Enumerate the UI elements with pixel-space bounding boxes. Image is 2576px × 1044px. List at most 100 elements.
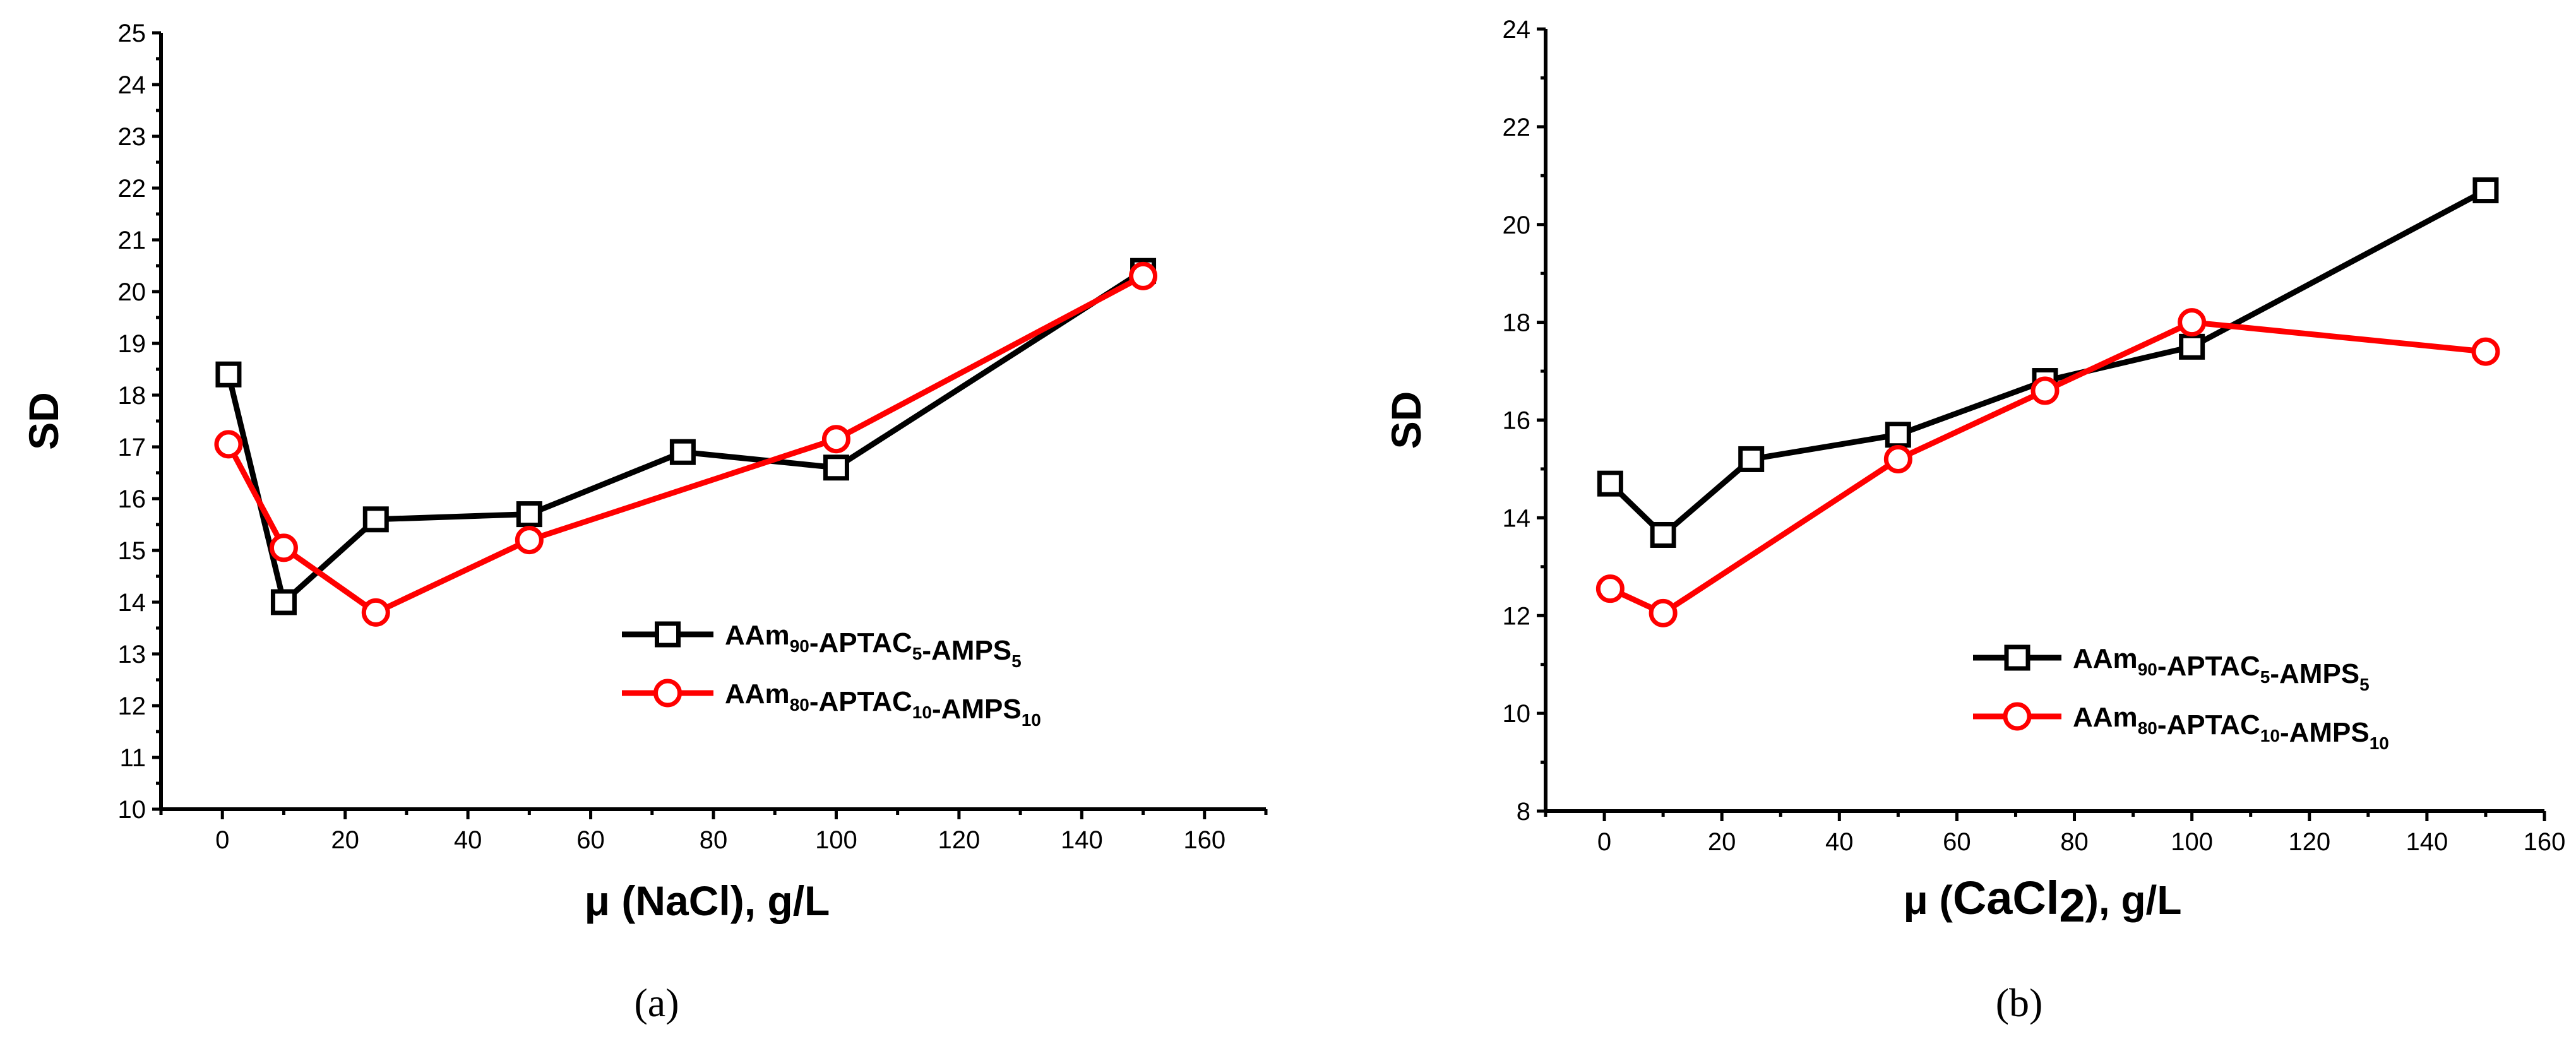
series-1-point <box>2179 333 2205 360</box>
y-tick-label: 21 <box>118 227 146 254</box>
legend-marker-circle <box>2003 702 2032 731</box>
legend-label-part: -AMPS <box>2280 717 2370 748</box>
x-tick-label: 80 <box>700 826 728 854</box>
series-1-point <box>823 454 849 481</box>
series-1-point <box>669 439 696 465</box>
y-tick-label: 24 <box>118 71 146 99</box>
x-tick-label: 160 <box>2524 828 2566 856</box>
series-1-point <box>1597 470 1623 497</box>
legend-label-sub: 90 <box>790 636 809 656</box>
x-axis-title-sub: 2 <box>2059 879 2085 932</box>
series-1-point <box>1650 521 1676 548</box>
legend-label-sub: 10 <box>2260 726 2280 745</box>
legend-label-part: -APTAC <box>809 627 912 658</box>
y-tick-label: 24 <box>1503 16 1531 44</box>
series-1-point <box>215 361 242 388</box>
x-axis-title: μ (CaCl2), g/L <box>1904 872 2182 932</box>
legend-label-part: -AMPS <box>2270 658 2359 689</box>
legend-label: AAm80-APTAC10-AMPS10 <box>725 679 1041 730</box>
series-line-1 <box>225 268 1145 605</box>
legend-label-sub: 5 <box>1011 651 1022 671</box>
y-tick-label: 18 <box>118 382 146 410</box>
y-tick-label: 10 <box>1503 700 1531 728</box>
series-2-point <box>1129 261 1158 290</box>
x-axis-title-part: μ ( <box>1904 877 1953 923</box>
y-tick-label: 23 <box>118 123 146 151</box>
y-tick-label: 14 <box>118 589 146 617</box>
legend-label-sub: 80 <box>2138 718 2157 738</box>
x-tick-label: 100 <box>2171 828 2213 856</box>
series-2-point <box>821 425 850 454</box>
y-tick-label: 18 <box>1503 309 1531 337</box>
y-tick-label: 12 <box>1503 602 1531 630</box>
y-tick-label: 25 <box>118 20 146 47</box>
x-tick-label: 20 <box>1708 828 1736 856</box>
y-tick-label: 13 <box>118 641 146 668</box>
series-2-point <box>2178 308 2207 337</box>
series-1-point <box>362 506 389 533</box>
x-axis-title: μ (NaCl), g/L <box>585 877 830 924</box>
legend-label-sub: 5 <box>2359 675 2370 694</box>
x-tick-label: 60 <box>576 826 605 854</box>
legend-label-part: AAm <box>725 679 790 709</box>
x-tick-label: 0 <box>215 826 229 854</box>
legend-marker-square <box>2004 644 2030 671</box>
x-tick-label: 40 <box>454 826 482 854</box>
legend-label-sub: 5 <box>2260 667 2270 687</box>
legend-label-sub: 10 <box>1022 710 1041 730</box>
legend-label-part: -APTAC <box>809 686 912 717</box>
legend-label: AAm90-APTAC5-AMPS5 <box>725 620 1022 671</box>
series-1-point <box>270 589 297 615</box>
x-axis-title-part: ), g/L <box>2085 877 2182 923</box>
y-tick-label: 12 <box>118 692 146 720</box>
legend-label-part: -AMPS <box>932 694 1022 725</box>
legend-label-part: AAm <box>2073 702 2138 733</box>
legend-label-part: -APTAC <box>2157 709 2260 740</box>
x-tick-label: 0 <box>1597 828 1611 856</box>
y-axis-title: SD <box>1383 391 1429 449</box>
x-tick-label: 100 <box>815 826 857 854</box>
legend-label-sub: 10 <box>912 703 932 722</box>
y-tick-label: 22 <box>118 175 146 203</box>
y-axis-title: SD <box>20 392 67 450</box>
legend-label-sub: 10 <box>2370 733 2389 753</box>
series-2-point <box>1649 598 1678 627</box>
series-1-point <box>1738 446 1765 472</box>
legend-marker-circle <box>653 679 682 708</box>
y-tick-label: 22 <box>1503 114 1531 141</box>
legend-label-sub: 90 <box>2138 660 2157 679</box>
y-tick-label: 14 <box>1503 504 1531 532</box>
y-tick-label: 19 <box>118 330 146 358</box>
panel-label: (a) <box>634 980 679 1025</box>
series-2-point <box>2030 376 2060 405</box>
x-tick-label: 60 <box>1943 828 1971 856</box>
series-1-point <box>1885 422 1911 448</box>
x-tick-label: 120 <box>938 826 981 854</box>
x-axis-title-part: CaCl <box>1953 872 2060 924</box>
series-2-point <box>1595 574 1625 603</box>
legend-label-part: -APTAC <box>2157 651 2260 682</box>
legend-label-part: AAm <box>725 620 790 651</box>
series-line-2 <box>225 273 1145 615</box>
series-1-point <box>516 501 542 528</box>
y-tick-label: 17 <box>118 434 146 461</box>
legend-label-part: AAm <box>2073 643 2138 674</box>
y-tick-label: 20 <box>118 278 146 306</box>
y-tick-label: 10 <box>118 796 146 824</box>
chart-panel-b: 8 10 12 14 16 18 20 22 24 0 20 40 60 80 100 120 140 160 SD… <box>1383 16 2565 1025</box>
x-tick-label: 140 <box>2406 828 2448 856</box>
x-tick-label: 140 <box>1061 826 1103 854</box>
series-2-point <box>1883 444 1912 473</box>
y-tick-label: 15 <box>118 537 146 565</box>
series-1-point <box>2472 177 2499 204</box>
series-2-point <box>214 430 243 459</box>
legend-label-sub: 80 <box>790 695 809 715</box>
series-2-point <box>269 533 298 562</box>
series-2-point <box>361 598 390 627</box>
y-tick-label: 20 <box>1503 211 1531 239</box>
y-tick-label: 8 <box>1517 798 1530 826</box>
legend-marker-square <box>655 621 681 648</box>
x-tick-label: 20 <box>331 826 359 854</box>
